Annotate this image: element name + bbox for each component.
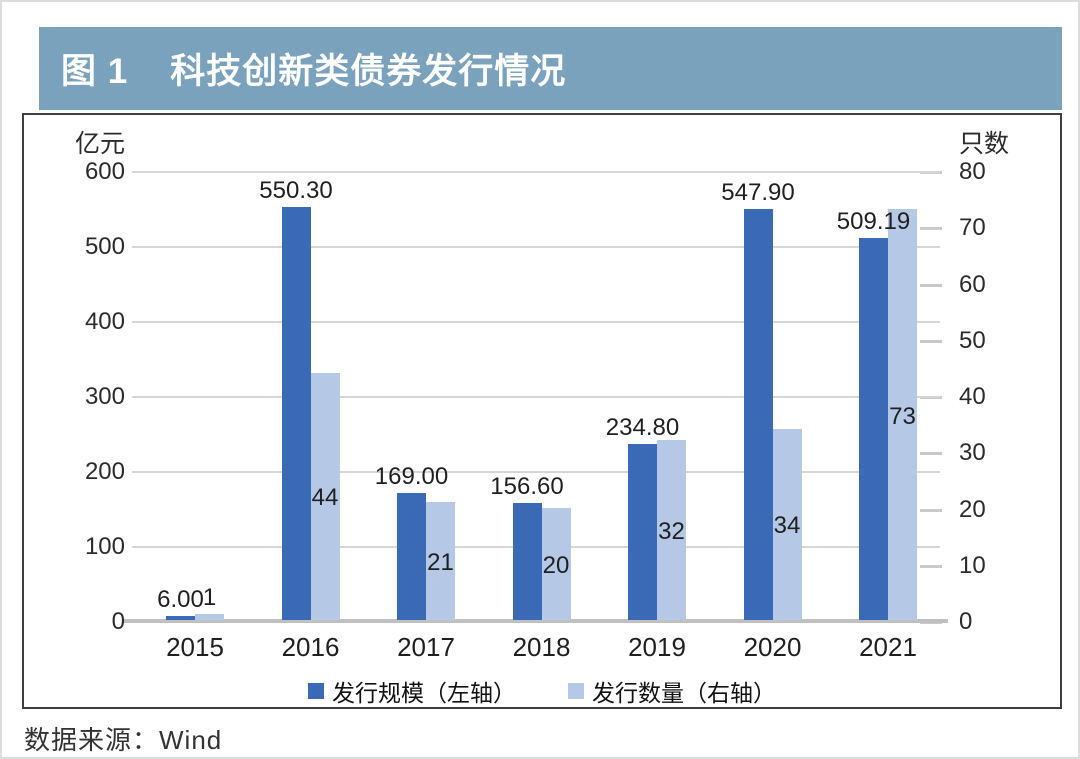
bar-issuance-scale [859,238,888,620]
bar-value-label: 547.90 [721,179,795,207]
bar-value-label: 6.00 [157,585,204,613]
bar-count-label: 73 [889,402,916,430]
bar-issuance-count [772,428,802,620]
right-axis-tick-label: 10 [959,551,986,579]
bar-count-label: 44 [311,484,339,512]
chart: 亿元 只数 600 500 400 300 200 100 0 80 70 60 50 40 30 20… [22,113,1062,709]
figure-title: 科技创新类债券发行情况 [170,52,567,91]
bar-issuance-scale [743,209,773,620]
bar-count-label: 20 [542,551,570,579]
bar-issuance-count [541,507,571,620]
gridline [132,171,940,173]
legend-item: 发行数量（右轴） [568,674,776,708]
bar-issuance-scale [512,502,542,620]
right-axis-tick-label: 80 [959,158,986,185]
bar-issuance-count [195,614,224,620]
bar-issuance-count [310,372,340,620]
bar-count-label: 32 [658,518,685,545]
legend-item: 发行规模（左轴） [308,674,516,708]
right-axis-tick-label: 20 [959,495,986,523]
bar-issuance-count [888,209,917,620]
right-axis-tick [920,283,942,287]
x-axis-baseline [124,619,948,623]
gridline [132,396,940,398]
right-axis-tick [920,508,942,512]
right-axis-unit: 只数 [959,130,1010,158]
chart-legend: 发行规模（左轴） 发行数量（右轴） [24,675,1060,707]
bar-count-label: 34 [773,512,801,540]
left-axis-unit: 亿元 [74,130,125,158]
bar-value-label: 234.80 [605,413,680,441]
gridline [132,246,940,248]
legend-swatch-icon [568,683,584,699]
left-axis-tick-label: 0 [111,608,125,635]
right-axis-tick [920,339,942,343]
left-axis-tick-label: 200 [84,458,125,485]
right-axis-tick-label: 0 [959,608,973,635]
left-axis-tick-label: 100 [84,533,125,560]
left-axis-tick-label: 400 [84,308,125,335]
left-axis-tick-label: 300 [84,383,125,410]
x-axis-label: 2017 [397,632,455,662]
bar-issuance-scale [281,207,311,620]
bar-value-label: 550.30 [259,177,333,205]
bar-issuance-scale [397,493,426,620]
left-axis-tick-label: 600 [84,158,125,185]
bar-value-label: 509.19 [836,208,911,236]
right-axis-tick-label: 50 [959,326,986,354]
gridline [132,321,940,323]
bar-value-label: 156.60 [490,472,564,500]
bar-count-label: 21 [427,548,454,576]
bar-issuance-count [657,440,686,620]
legend-label: 发行数量（右轴） [592,680,776,706]
x-axis-label: 2016 [281,632,340,662]
bar-issuance-scale [628,443,657,620]
x-axis-label: 2021 [859,632,917,662]
bar-issuance-scale [166,615,195,620]
right-axis-tick-label: 60 [959,270,986,298]
legend-swatch-icon [308,683,324,699]
right-axis-tick-label: 30 [959,439,986,467]
legend-label: 发行规模（左轴） [332,680,516,706]
gridline [132,471,940,473]
right-axis-tick [920,227,942,231]
bar-count-label: 1 [202,584,217,612]
bar-issuance-count [426,501,455,620]
x-axis-label: 2015 [166,632,224,662]
right-axis-tick-label: 40 [959,383,986,410]
data-source: 数据来源：Wind [24,725,223,755]
right-axis-tick [920,452,942,456]
figure-title-bar: 图 1 科技创新类债券发行情况 [39,27,1062,110]
x-axis-label: 2018 [512,632,571,662]
bar-value-label: 169.00 [374,463,449,491]
plot-area: 6.00 1 2015 550.30 44 2016 169.00 21 2017 156.60 2… [124,171,948,662]
left-axis-tick-label: 500 [84,233,125,260]
x-axis-label: 2020 [743,632,802,662]
x-axis-label: 2019 [628,632,686,662]
right-axis-tick [920,564,942,568]
right-axis-tick-label: 70 [959,214,986,242]
figure-number: 图 1 [61,52,129,91]
